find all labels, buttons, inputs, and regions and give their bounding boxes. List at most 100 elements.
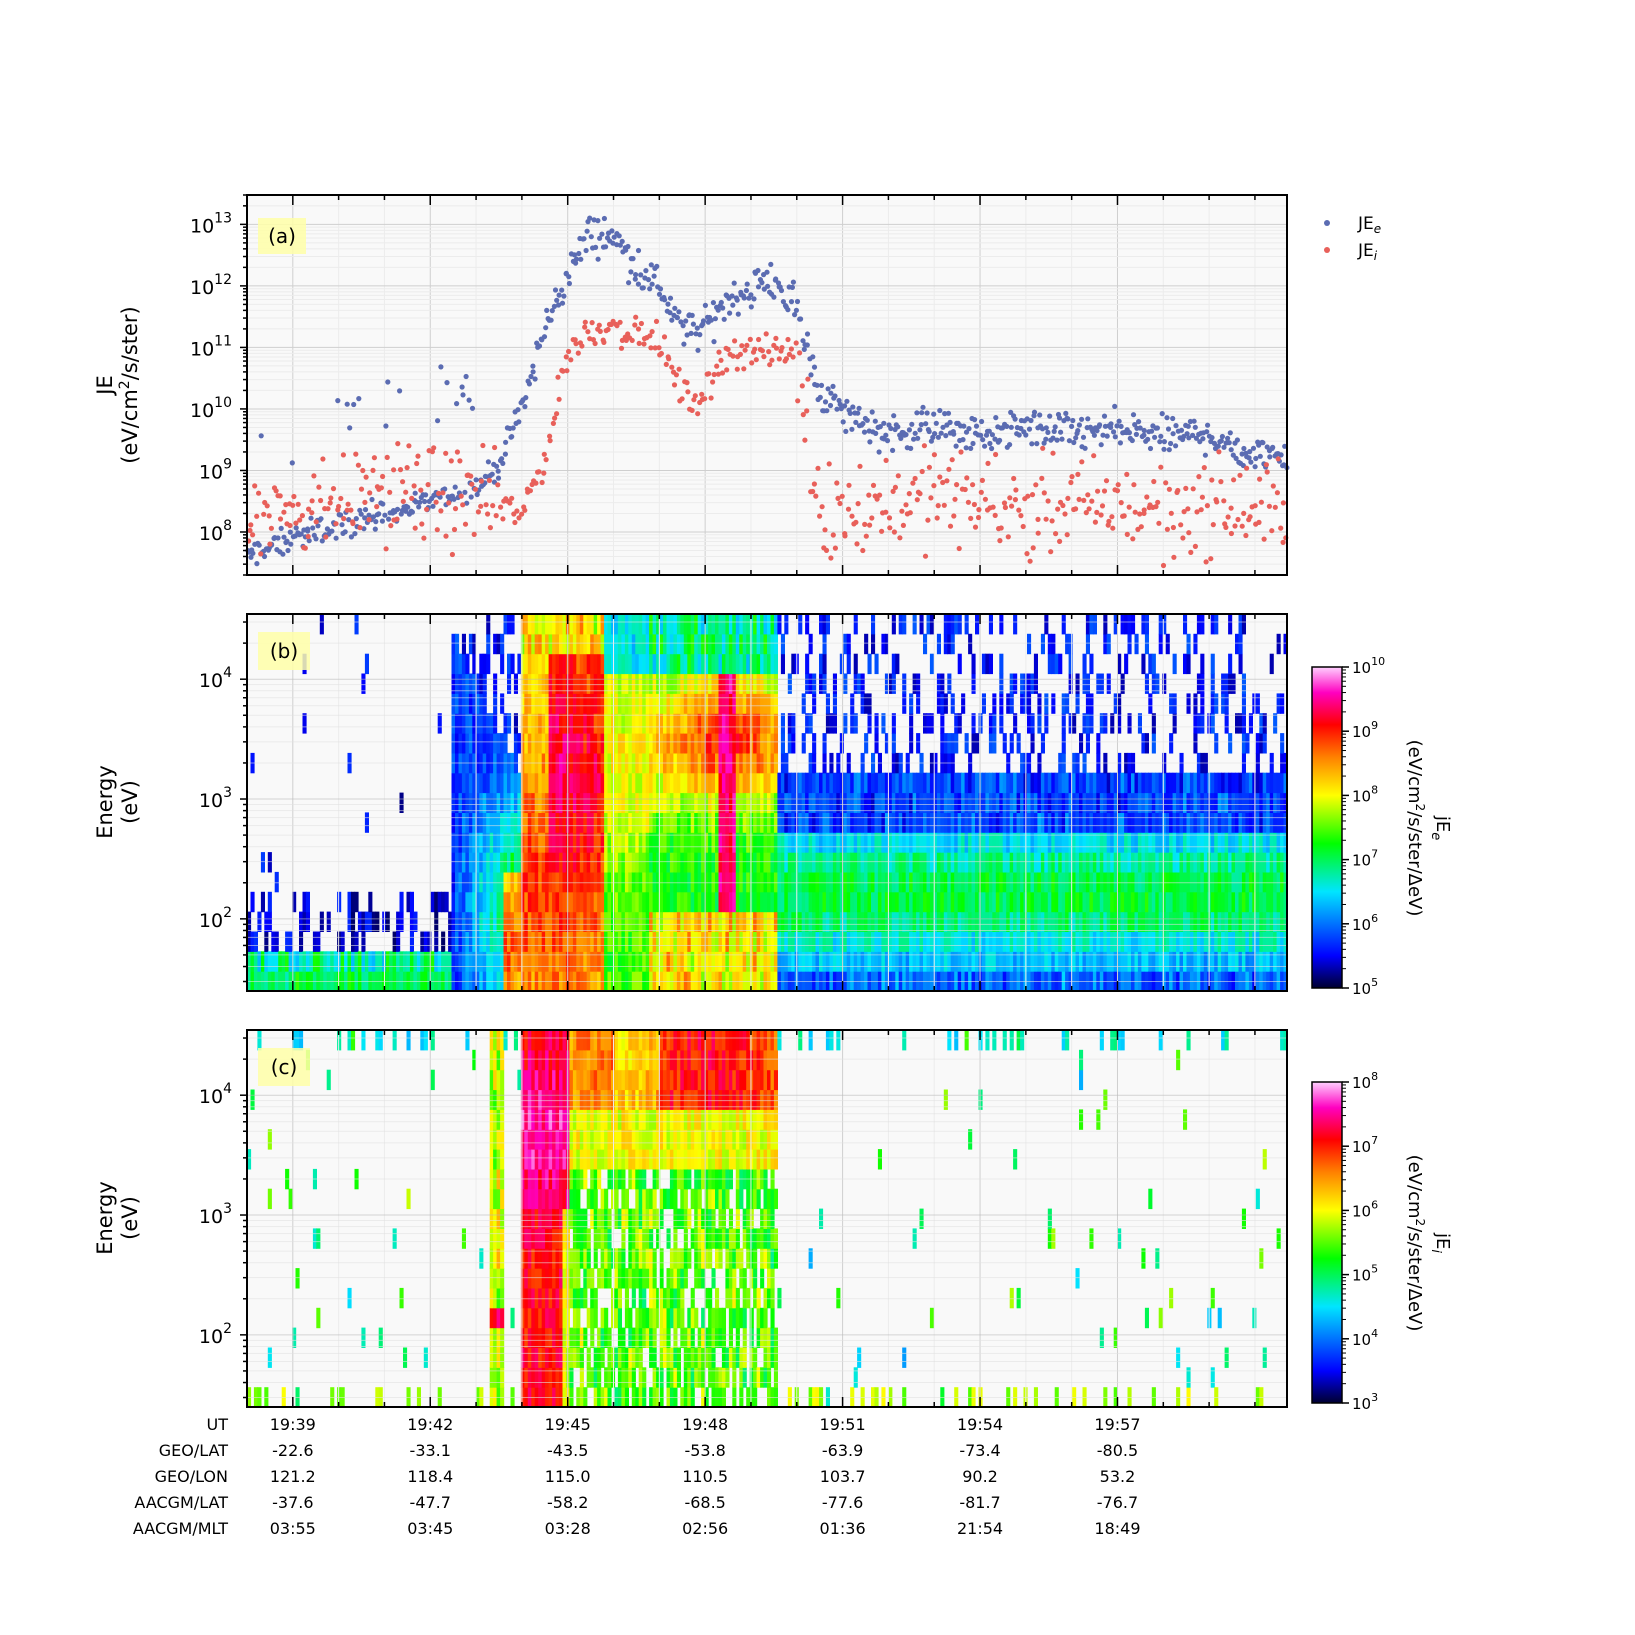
heatmap-cell: [489, 852, 494, 873]
heatmap-cell: [1158, 792, 1163, 813]
heatmap-cell: [569, 852, 574, 873]
heatmap-cell: [711, 633, 716, 655]
je-e-point: [362, 507, 369, 513]
je-i-point: [313, 519, 319, 525]
heatmap-cell: [888, 852, 893, 873]
heatmap-cell: [694, 832, 699, 853]
heatmap-cell: [1006, 871, 1011, 893]
je-e-point: [338, 512, 344, 518]
heatmap-cell: [548, 812, 553, 833]
heatmap-cell: [1158, 614, 1163, 635]
je-e-point: [499, 456, 505, 462]
heatmap-cell: [676, 633, 681, 655]
heatmap-cell: [864, 891, 869, 913]
heatmap-cell: [673, 713, 678, 734]
heatmap-cell: [801, 891, 806, 913]
heatmap-cell: [690, 733, 695, 754]
heatmap-cell: [749, 931, 754, 952]
je-i-point: [290, 502, 296, 508]
heatmap-cell: [791, 891, 796, 913]
je-i-point: [719, 370, 726, 376]
heatmap-cell: [472, 673, 477, 694]
heatmap-cell: [624, 852, 629, 873]
heatmap-cell: [1075, 693, 1080, 714]
heatmap-cell: [1051, 891, 1056, 913]
heatmap-cell: [645, 891, 650, 913]
heatmap-cell: [524, 693, 529, 714]
heatmap-cell: [683, 951, 688, 972]
heatmap-cell: [597, 832, 602, 853]
je-i-point: [383, 546, 389, 552]
heatmap-cell: [645, 852, 650, 873]
heatmap-cell: [562, 951, 567, 972]
heatmap-cell: [909, 693, 914, 714]
heatmap-cell: [1006, 812, 1011, 833]
heatmap-cell: [666, 713, 671, 734]
heatmap-cell: [825, 792, 830, 813]
heatmap-cell: [1020, 891, 1025, 913]
heatmap-cell: [1082, 951, 1087, 972]
je-e-point: [1012, 416, 1018, 422]
je-e-point: [830, 383, 836, 389]
je-i-point: [1065, 495, 1071, 501]
heatmap-cell: [451, 871, 456, 893]
heatmap-cell: [760, 673, 765, 694]
je-e-point: [827, 402, 834, 409]
heatmap-cell: [583, 951, 588, 972]
heatmap-cell: [864, 931, 869, 952]
je-e-point: [551, 303, 558, 309]
heatmap-cell: [846, 633, 851, 655]
heatmap-cell: [1124, 653, 1129, 675]
heatmap-cell: [621, 653, 626, 675]
heatmap-cell: [479, 931, 484, 952]
heatmap-cell: [486, 891, 491, 913]
heatmap-cell: [1113, 871, 1118, 893]
heatmap-cell: [933, 772, 938, 794]
heatmap-cell: [642, 733, 647, 754]
heatmap-cell: [770, 633, 775, 655]
heatmap-cell: [902, 673, 907, 694]
panel-a: (a) JE (eV/cm2/s/ster) 10810910101011101…: [93, 194, 1381, 576]
heatmap-cell: [999, 792, 1004, 813]
je-e-point: [744, 281, 750, 287]
heatmap-cell: [503, 931, 508, 952]
heatmap-cell: [687, 733, 692, 754]
je-i-point: [446, 500, 452, 506]
heatmap-cell: [1065, 852, 1070, 873]
heatmap-cell: [638, 951, 643, 972]
heatmap-cell: [978, 931, 983, 952]
heatmap-cell: [697, 911, 702, 932]
heatmap-cell: [812, 792, 817, 813]
je-e-point: [417, 499, 423, 505]
je-i-point: [1155, 499, 1161, 505]
je-i-point: [790, 354, 796, 360]
heatmap-cell: [510, 891, 515, 913]
heatmap-cell: [500, 653, 505, 675]
je-i-point: [710, 379, 716, 385]
heatmap-cell: [1051, 832, 1056, 853]
heatmap-cell: [486, 812, 491, 833]
heatmap-cell: [943, 891, 948, 913]
heatmap-cell: [1068, 772, 1073, 794]
heatmap-cell: [964, 733, 969, 754]
heatmap-cell: [1137, 871, 1142, 893]
je-e-point: [1076, 422, 1082, 428]
heatmap-cell: [624, 614, 629, 635]
heatmap-cell: [652, 693, 657, 714]
heatmap-cell: [531, 772, 536, 794]
heatmap-cell: [642, 772, 647, 794]
heatmap-cell: [1027, 911, 1032, 932]
heatmap-cell: [1165, 931, 1170, 952]
heatmap-cell: [905, 951, 910, 972]
je-e-point: [667, 310, 673, 316]
je-i-point: [1124, 471, 1130, 477]
heatmap-cell: [541, 614, 546, 635]
heatmap-cell: [1162, 673, 1167, 694]
heatmap-cell: [742, 673, 747, 694]
heatmap-cell: [881, 951, 886, 972]
je-i-point: [1171, 554, 1177, 560]
heatmap-cell: [1054, 951, 1059, 972]
heatmap-cell: [1020, 673, 1025, 694]
je-e-point: [248, 554, 254, 560]
heatmap-cell: [642, 951, 647, 972]
